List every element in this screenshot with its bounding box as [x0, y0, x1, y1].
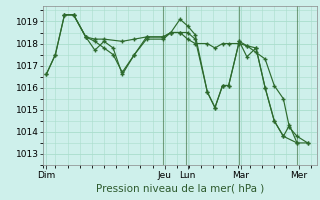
X-axis label: Pression niveau de la mer( hPa ): Pression niveau de la mer( hPa )	[96, 184, 264, 194]
